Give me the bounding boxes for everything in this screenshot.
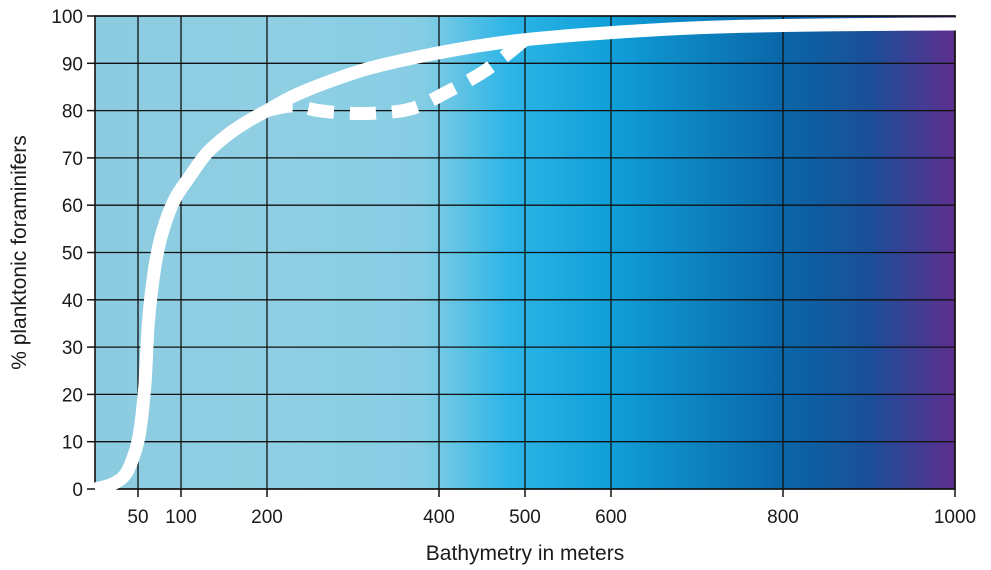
x-tick-label-400: 400	[423, 507, 455, 528]
y-tick-label-20: 20	[62, 385, 83, 406]
series-group	[88, 17, 962, 496]
y-tick-label-40: 40	[62, 291, 83, 312]
y-tick-label-80: 80	[62, 102, 83, 123]
x-tick-label-100: 100	[165, 507, 197, 528]
series-dashed-line	[265, 34, 530, 120]
y-tick-label-100: 100	[51, 7, 83, 28]
y-tick-label-70: 70	[62, 149, 83, 170]
x-axis-title: Bathymetry in meters	[426, 542, 624, 565]
y-tick-label-10: 10	[62, 433, 83, 454]
series-solid-line	[88, 17, 962, 496]
y-tick-label-60: 60	[62, 196, 83, 217]
y-tick-label-90: 90	[62, 54, 83, 75]
x-tick-label-50: 50	[127, 507, 148, 528]
y-tick-label-0: 0	[72, 480, 83, 501]
y-axis-title: % planktonic foraminifers	[8, 135, 31, 370]
x-tick-label-500: 500	[509, 507, 541, 528]
x-tick-label-200: 200	[251, 507, 283, 528]
x-tick-label-1000: 1000	[934, 507, 976, 528]
y-tick-label-50: 50	[62, 244, 83, 265]
x-tick-label-600: 600	[595, 507, 627, 528]
x-axis-ticks: 50 100 200 400 500 600 800 1000	[127, 489, 976, 528]
y-tick-label-30: 30	[62, 338, 83, 359]
x-tick-label-800: 800	[767, 507, 799, 528]
y-axis-ticks: 0 10 20 30 40 50 60 70 80 90 100	[51, 7, 95, 501]
